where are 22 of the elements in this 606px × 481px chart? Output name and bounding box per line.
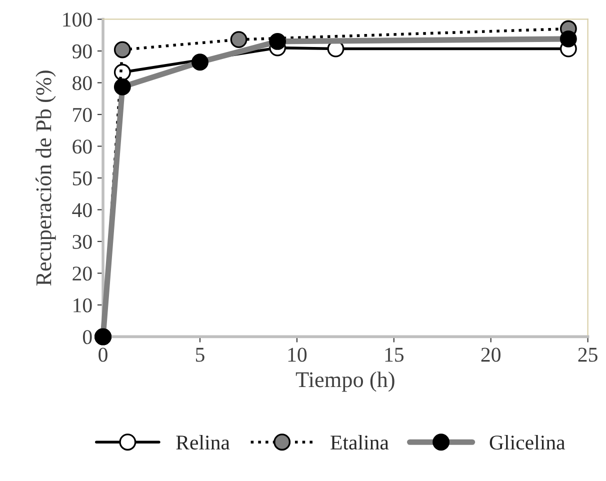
y-tick-label: 70 [73,108,92,122]
x-tick-label: 20 [481,348,500,362]
y-tick-label: 50 [72,171,92,186]
legend-label: Relina [176,434,230,450]
y-tick-label: 10 [74,298,92,312]
y-tick-label: 20 [72,266,92,281]
x-axis-title: Tiempo (h) [296,372,394,392]
y-tick-label: 30 [72,234,92,249]
x-tick-label: 15 [385,348,404,362]
y-tick-label: 80 [72,76,92,90]
y-tick-label: 40 [72,203,92,218]
x-tick-label: 0 [98,348,108,362]
x-tick-label: 5 [196,348,204,362]
y-axis-title: Recuperación de Pb (%) [36,70,56,286]
y-tick-label: 60 [72,140,92,154]
legend-label: Etalina [330,434,389,450]
y-tick-label: 0 [82,330,92,344]
legend-label: Glicelina [490,434,566,450]
y-tick-label: 90 [72,44,92,58]
y-tick-label: 100 [63,12,92,27]
x-tick-label: 25 [578,348,598,362]
x-tick-label: 10 [288,348,307,362]
